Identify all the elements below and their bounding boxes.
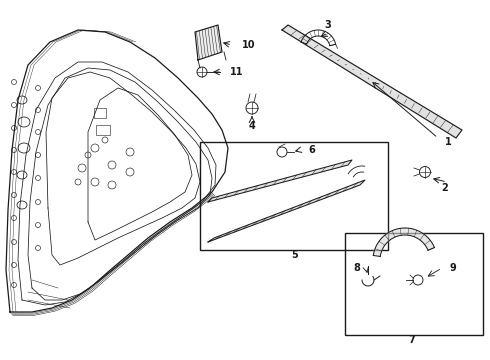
Bar	[345, 233, 483, 335]
Polygon shape	[208, 160, 352, 202]
Text: 1: 1	[444, 137, 451, 147]
Text: 11: 11	[230, 67, 244, 77]
Text: 9: 9	[450, 263, 457, 273]
Text: 8: 8	[353, 263, 360, 273]
Text: 4: 4	[248, 121, 255, 131]
Text: 7: 7	[409, 335, 416, 345]
Polygon shape	[208, 180, 365, 242]
Polygon shape	[195, 25, 222, 60]
Bar	[94, 108, 106, 118]
Polygon shape	[282, 25, 462, 138]
Polygon shape	[373, 228, 435, 256]
Text: 3: 3	[324, 20, 331, 30]
Bar	[96, 125, 110, 135]
Text: 5: 5	[292, 250, 298, 260]
Text: 6: 6	[308, 145, 315, 155]
Bar	[200, 142, 388, 250]
Text: 2: 2	[441, 183, 448, 193]
Text: 10: 10	[242, 40, 255, 50]
